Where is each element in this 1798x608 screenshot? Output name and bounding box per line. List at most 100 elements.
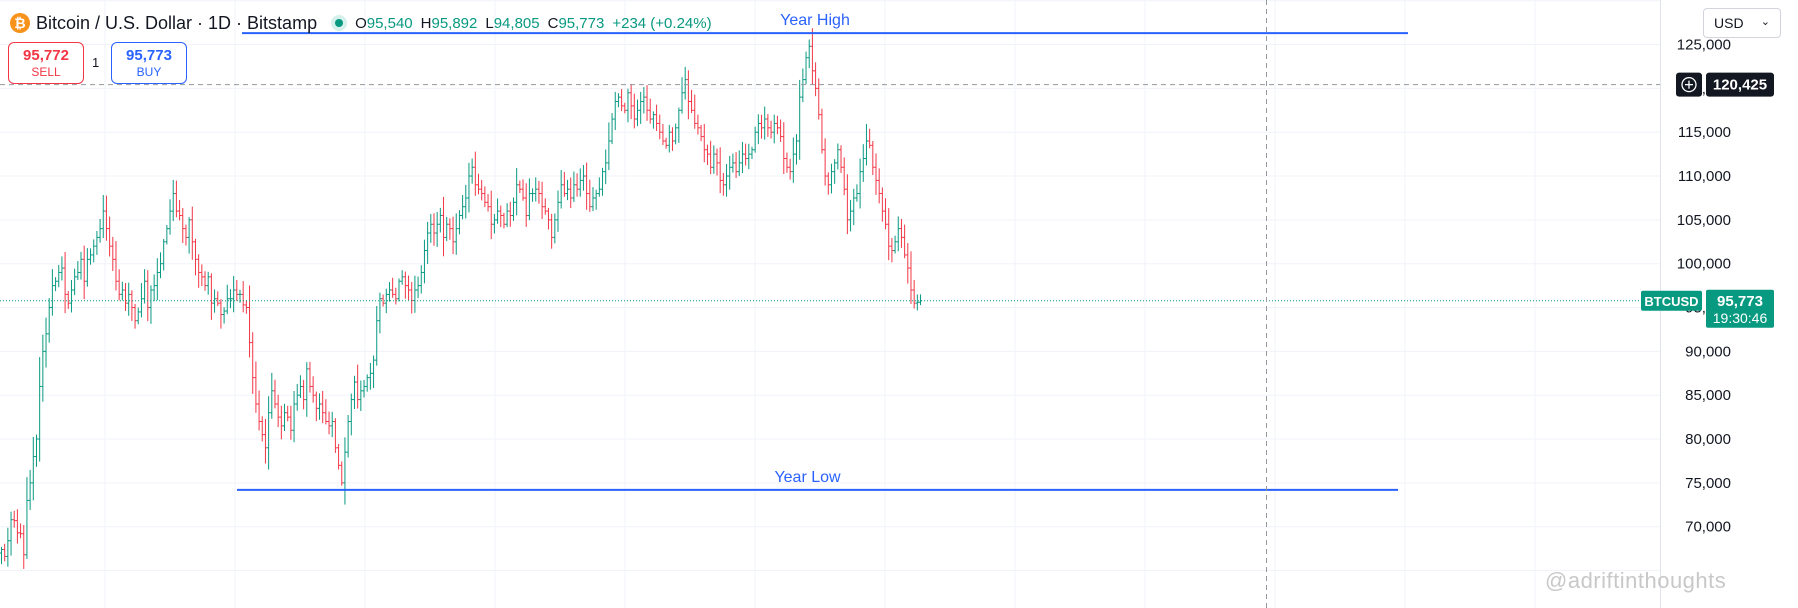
ohlc-bar [177, 199, 182, 221]
ohlc-bar [200, 264, 204, 287]
ohlc-bar [241, 281, 245, 313]
ohlc-bar [813, 62, 818, 97]
ohlc-bar [718, 147, 722, 194]
ohlc-bar [868, 128, 872, 149]
ohlc-bar [445, 216, 449, 242]
ohlc-bar [734, 152, 738, 178]
price-axis-label: 110,000 [1678, 168, 1731, 185]
ohlc-bar [565, 179, 570, 201]
ohlc-bar [314, 391, 318, 422]
ohlc-bar [28, 470, 32, 511]
ohlc-bar [273, 379, 277, 409]
ohlc-bar [219, 299, 223, 329]
chevron-down-icon: ⌄ [1760, 16, 1770, 28]
price-axis-label: 75,000 [1685, 475, 1731, 492]
ohlc-bar [569, 177, 573, 209]
ohlc-bar [737, 150, 741, 177]
ohlc-bar [903, 224, 907, 259]
ohlc-bar [441, 196, 446, 257]
ohlc-bar [750, 146, 754, 159]
ohlc-bar [779, 119, 783, 143]
ohlc-bar [31, 436, 35, 501]
ohlc-bar [801, 68, 805, 103]
price-axis-label: 70,000 [1685, 519, 1731, 536]
ohlc-bar [174, 180, 178, 218]
ohlc-bar [359, 380, 363, 412]
ohlc-bar [212, 289, 217, 313]
ohlc-bar [852, 188, 856, 226]
ohlc-bar [216, 291, 220, 307]
ohlc-bar [69, 279, 74, 313]
ohlc-bar [476, 173, 481, 195]
ohlc-bar [321, 390, 325, 424]
ohlc-bar [63, 252, 67, 314]
ohlc-bar [597, 177, 601, 197]
ohlc-bar [705, 144, 710, 166]
ohlc-bar [511, 197, 516, 221]
ohlc-bar [486, 194, 490, 212]
ohlc-bar [101, 194, 105, 239]
ohlc-bar [15, 509, 19, 544]
ohlc-bar [906, 243, 910, 284]
ohlc-bar [330, 411, 334, 438]
currency-select[interactable]: USD ⌄ [1703, 8, 1781, 38]
ohlc-bar [165, 225, 169, 245]
ohlc-bar [483, 186, 487, 208]
ohlc-bar [798, 79, 802, 160]
ohlc-bar [829, 163, 834, 194]
ohlc-bar [454, 213, 458, 255]
ohlc-bar [508, 201, 512, 227]
ohlc-bar [244, 300, 248, 314]
ohlc-bar [546, 207, 551, 230]
ohlc-bar [133, 303, 137, 329]
ohlc-bar [343, 437, 347, 505]
ohlc-bar [292, 390, 296, 443]
ohlc-bar [473, 151, 477, 196]
buy-button[interactable]: 95,773 BUY [111, 42, 187, 84]
ohlc-bar [327, 411, 331, 435]
symbol-tag [1641, 290, 1702, 311]
ohlc-bar [282, 403, 287, 431]
ohlc-bar [674, 123, 678, 145]
ohlc-bar [877, 168, 881, 204]
sell-button[interactable]: 95,772 SELL [8, 42, 84, 84]
ohlc-bar [92, 239, 96, 263]
ohlc-bar [518, 180, 522, 193]
ohlc-bar [432, 213, 436, 246]
ohlc-bar [57, 264, 61, 288]
ohlc-bar [403, 271, 407, 299]
ohlc-bar [731, 153, 735, 173]
ohlc-bar [152, 274, 156, 302]
ohlc-bar [836, 143, 840, 170]
ohlc-bar [763, 106, 767, 140]
ohlc-bar [123, 283, 128, 311]
ohlc-bar [524, 183, 528, 227]
price-axis-label: 80,000 [1685, 431, 1731, 448]
ohlc-bar [772, 114, 776, 144]
ohlc-bar [807, 39, 811, 69]
ohlc-bar [559, 170, 563, 209]
ohlc-bar [823, 138, 827, 186]
price-axis-label: 105,000 [1677, 212, 1731, 229]
symbol-title[interactable]: Bitcoin / U.S. Dollar · 1D · Bitstamp [36, 12, 318, 33]
ohlc-bar [747, 143, 751, 170]
ohlc-open: O95,540 [355, 14, 413, 32]
ohlc-bar [333, 418, 337, 453]
ohlc-bar [740, 141, 745, 174]
ohlc-bar [782, 122, 786, 174]
order-quantity[interactable]: 1 [92, 55, 100, 70]
market-status-icon[interactable] [331, 15, 348, 31]
ohlc-bar [661, 123, 665, 145]
ohlc-bar [759, 114, 764, 139]
ohlc-bar [709, 140, 713, 175]
ohlc-bar [3, 543, 7, 562]
ohlc-bar [308, 361, 312, 393]
ohlc-bar [912, 279, 916, 309]
ohlc-bar [515, 168, 519, 216]
ohlc-bar [371, 355, 376, 389]
ohlc-bar [254, 361, 258, 413]
ohlc-bar [696, 114, 700, 135]
ohlc-bar [139, 283, 144, 318]
